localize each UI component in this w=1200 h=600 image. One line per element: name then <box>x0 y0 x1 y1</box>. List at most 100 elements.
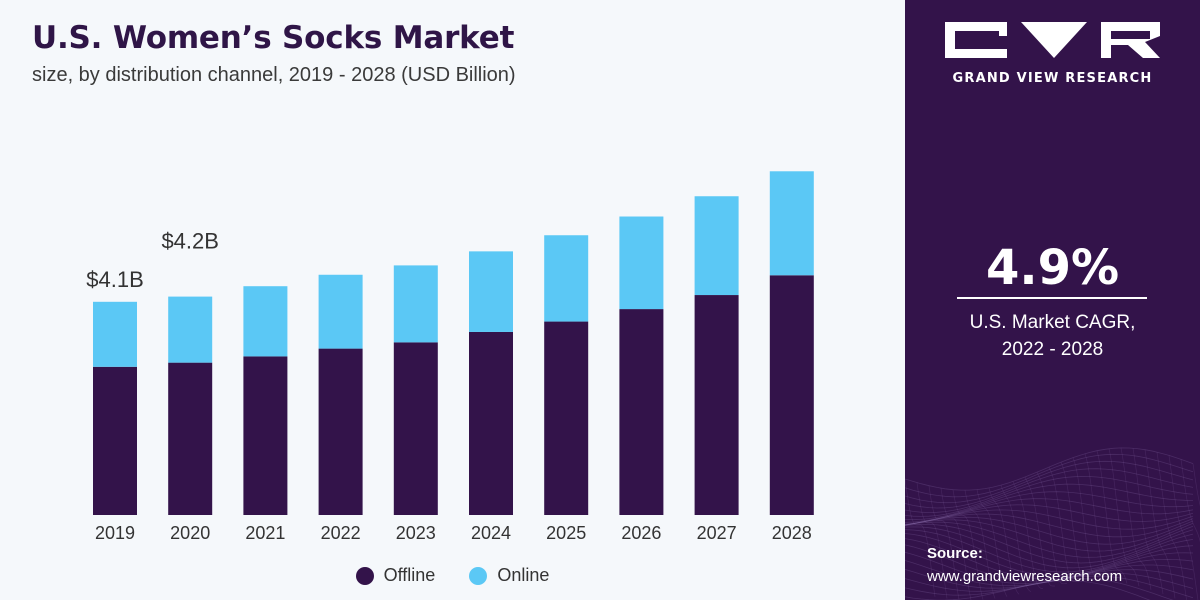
bar-online-2022 <box>318 274 363 349</box>
mesh-line <box>905 544 1194 582</box>
mesh-line <box>1108 448 1140 587</box>
source-url: www.grandviewresearch.com <box>927 568 1123 585</box>
mesh-line <box>905 475 1194 514</box>
mesh-line <box>905 453 1194 498</box>
x-tick-2022: 2022 <box>321 523 361 543</box>
mesh-line <box>1036 472 1068 585</box>
bar-offline-2028 <box>769 275 814 515</box>
source-label: Source: <box>927 545 983 562</box>
legend-item-online: Online <box>469 565 549 586</box>
mesh-line <box>1096 450 1128 584</box>
legend-label-online: Online <box>497 565 550 585</box>
data-label-2020: $4.2B <box>161 229 219 254</box>
bar-online-2026 <box>619 216 664 310</box>
bar-online-2020 <box>168 296 213 363</box>
wave-mesh-decoration <box>905 447 1200 600</box>
chart-area: U.S. Women’s Socks Market size, by distr… <box>0 20 905 586</box>
gvr-logo <box>945 22 1160 58</box>
bars-group <box>93 171 814 515</box>
mesh-line <box>905 524 1194 564</box>
x-tick-2023: 2023 <box>396 523 436 543</box>
bar-online-2021 <box>243 286 288 357</box>
mesh-line <box>905 577 1174 600</box>
bar-offline-2024 <box>469 331 513 515</box>
mesh-line <box>1000 484 1032 592</box>
chart-title: U.S. Women’s Socks Market <box>32 20 515 56</box>
bar-online-2028 <box>769 171 814 276</box>
mesh-line <box>905 519 1194 552</box>
mesh-line <box>905 478 936 597</box>
mesh-line <box>916 482 948 599</box>
mesh-line <box>905 569 1194 589</box>
mesh-line <box>976 489 1008 597</box>
mesh-line <box>905 460 1194 504</box>
mesh-line <box>940 488 972 600</box>
mesh-line <box>988 487 1020 595</box>
mesh-line <box>905 447 1194 491</box>
mesh-line <box>1180 459 1200 543</box>
x-tick-2020: 2020 <box>170 523 210 543</box>
mesh-line <box>905 551 1194 584</box>
mesh-line <box>964 490 996 599</box>
mesh-line <box>1156 452 1187 600</box>
bar-offline-2025 <box>544 321 589 515</box>
mesh-line <box>1132 448 1164 594</box>
mesh-line <box>905 526 1194 569</box>
x-tick-2026: 2026 <box>621 523 661 543</box>
legend: Offline Online <box>0 565 905 586</box>
bar-online-2019 <box>93 301 137 367</box>
x-tick-2019: 2019 <box>95 523 135 543</box>
bar-offline-2019 <box>93 366 137 515</box>
cagr-value: 4.9% <box>985 240 1120 296</box>
mesh-line <box>905 529 1194 573</box>
legend-item-offline: Offline <box>355 565 436 586</box>
mesh-line <box>1120 447 1152 590</box>
x-tick-2024: 2024 <box>471 523 511 543</box>
legend-swatch-online <box>469 566 488 585</box>
bar-online-2025 <box>544 235 589 322</box>
mesh-line <box>905 483 1194 517</box>
mesh-line <box>905 538 1194 579</box>
cagr-label-line2: 2022 - 2028 <box>1001 339 1104 360</box>
bar-offline-2022 <box>318 348 363 515</box>
mesh-line <box>1012 481 1044 590</box>
mesh-line <box>905 468 1194 509</box>
mesh-line <box>905 491 1194 521</box>
mesh-line <box>905 504 1194 525</box>
bar-online-2024 <box>469 251 513 332</box>
mesh-line <box>1072 457 1104 581</box>
bar-offline-2023 <box>393 342 438 515</box>
mesh-line <box>905 560 1194 587</box>
mesh-line <box>1144 449 1176 599</box>
data-label-2019: $4.1B <box>86 267 144 292</box>
mesh-line <box>905 533 1194 577</box>
cagr-label: U.S. Market CAGR, 2022 - 2028 <box>905 309 1200 363</box>
mesh-line <box>905 509 1194 530</box>
x-tick-2025: 2025 <box>546 523 586 543</box>
cagr-divider <box>957 297 1147 299</box>
mesh-line <box>952 489 984 600</box>
mesh-line <box>1060 462 1092 582</box>
mesh-line <box>905 575 1194 599</box>
mesh-line <box>928 485 960 600</box>
bar-offline-2026 <box>619 309 664 515</box>
mesh-line <box>905 516 1194 545</box>
side-panel: GRAND VIEW RESEARCH 4.9% U.S. Market CAG… <box>905 0 1200 600</box>
x-axis-ticks: 2019 2020 2021 2022 2023 2024 2025 2026 2027 2028 <box>95 523 812 543</box>
mesh-line <box>1192 463 1200 507</box>
brand-name: GRAND VIEW RESEARCH <box>952 71 1153 86</box>
legend-label-offline: Offline <box>383 565 436 585</box>
mesh-line <box>1024 476 1055 587</box>
bar-chart: 2019 2020 2021 2022 2023 2024 2025 2026 2027 2028… <box>86 171 814 543</box>
x-tick-2028: 2028 <box>772 523 812 543</box>
x-tick-2027: 2027 <box>697 523 737 543</box>
x-tick-2021: 2021 <box>245 523 285 543</box>
mesh-line <box>1048 466 1080 583</box>
data-labels-group: $4.1B $4.2B <box>86 229 219 292</box>
mesh-line <box>905 498 1194 523</box>
mesh-line <box>905 513 1194 538</box>
bar-online-2027 <box>694 196 739 296</box>
mesh-line <box>1168 455 1199 600</box>
cagr-label-line1: U.S. Market CAGR, <box>969 312 1136 333</box>
bar-offline-2021 <box>243 356 288 515</box>
